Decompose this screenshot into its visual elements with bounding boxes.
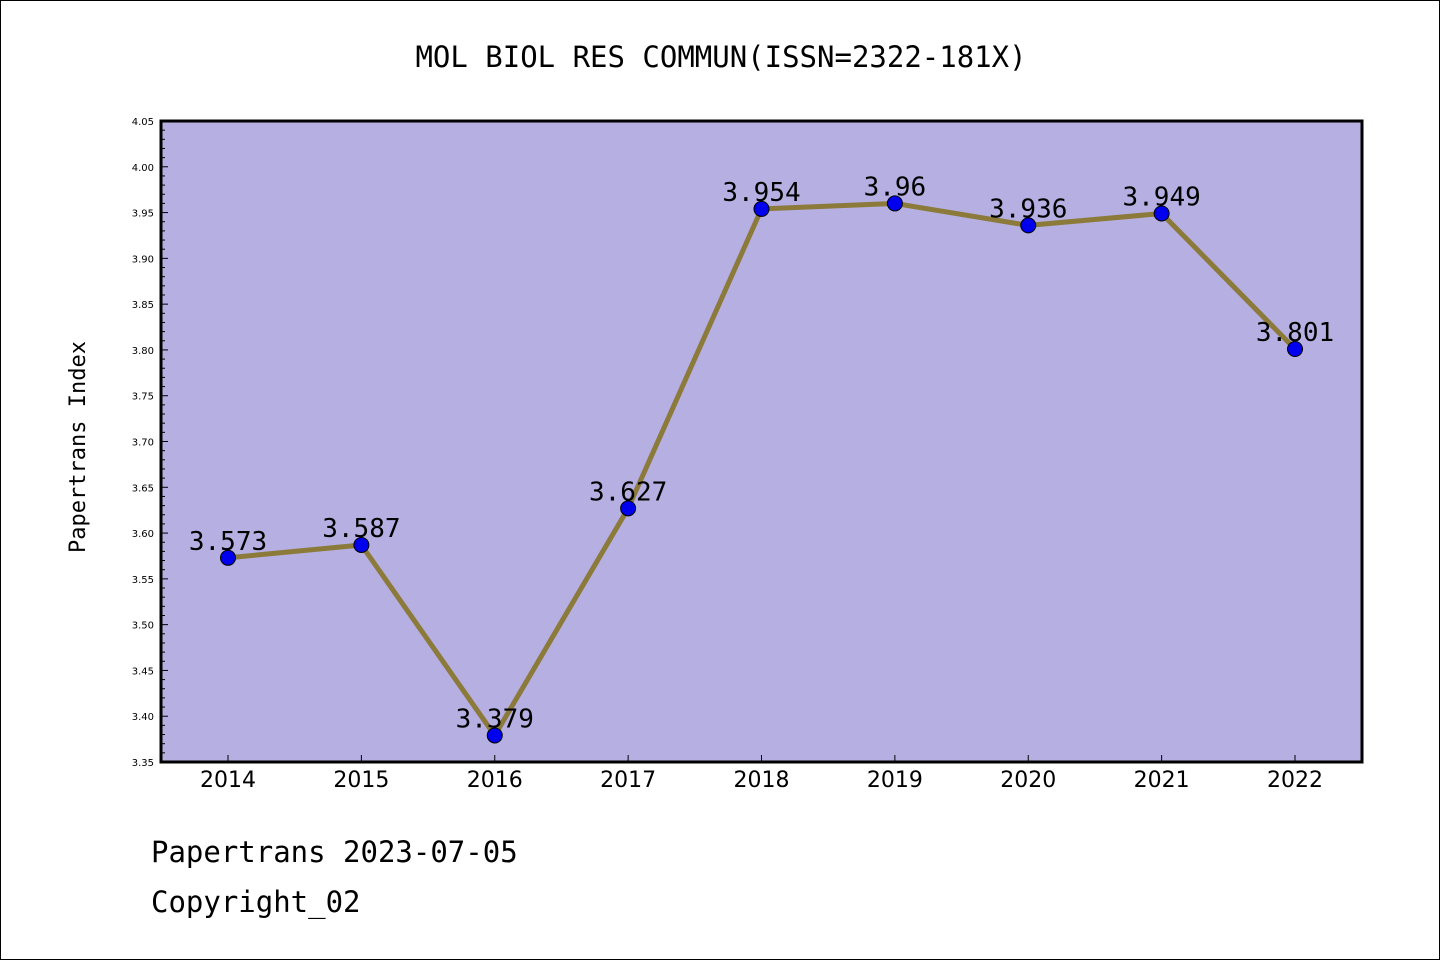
y-tick-label: 3.55 (132, 575, 154, 586)
y-tick-label: 4.05 (132, 117, 154, 128)
data-point (1153, 205, 1170, 222)
chart-title: MOL BIOL RES COMMUN(ISSN=2322-181X) (415, 40, 1026, 74)
y-tick-label: 3.45 (132, 666, 154, 677)
footer-copyright: Copyright_02 (151, 885, 361, 919)
y-tick-label: 3.75 (132, 392, 154, 403)
x-tick-label: 2014 (200, 768, 256, 793)
y-axis-label: Papertrans Index (66, 341, 91, 553)
x-tick-label: 2018 (734, 768, 790, 793)
data-points (220, 195, 1303, 744)
x-tick-label: 2016 (467, 768, 523, 793)
data-label: 3.936 (989, 194, 1067, 224)
data-label: 3.573 (189, 527, 267, 557)
data-point (353, 536, 370, 553)
x-tick-label: 2019 (867, 768, 923, 793)
x-tick-label: 2015 (333, 768, 389, 793)
y-tick-label: 3.90 (132, 254, 154, 265)
y-tick-label: 3.35 (132, 758, 154, 769)
data-point (620, 500, 637, 517)
data-label: 3.949 (1122, 182, 1200, 212)
y-tick-label: 3.40 (132, 712, 154, 723)
plot-border (159, 119, 1364, 764)
y-tick-label: 3.60 (132, 529, 154, 540)
data-point (1020, 217, 1037, 234)
x-tick-label: 2022 (1267, 768, 1323, 793)
y-tick-label: 3.50 (132, 621, 154, 632)
data-label: 3.627 (589, 477, 667, 507)
y-tick-label: 3.65 (132, 483, 154, 494)
x-tick-label: 2017 (600, 768, 656, 793)
data-labels: 3.573 3.587 3.379 3.627 3.954 3.96 3.936 3.949 3… (189, 172, 1334, 734)
data-point (886, 195, 903, 212)
data-point (1287, 341, 1303, 358)
y-tick-label: 3.85 (132, 300, 154, 311)
data-label: 3.379 (456, 704, 534, 734)
y-tick-label: 3.70 (132, 438, 154, 449)
x-tick-label: 2020 (1000, 768, 1056, 793)
data-label: 3.96 (864, 172, 927, 202)
data-label: 3.587 (322, 514, 400, 544)
y-tick-label: 3.95 (132, 209, 154, 220)
x-tick-label: 2021 (1134, 768, 1190, 793)
data-point (486, 727, 503, 744)
y-tick-label: 4.00 (132, 163, 154, 174)
footer-date: Papertrans 2023-07-05 (151, 835, 518, 869)
data-label: 3.954 (722, 178, 800, 208)
x-axis: 2014 2015 2016 2017 2018 2019 2020 2021 2022 (200, 755, 1323, 793)
data-point (753, 200, 770, 217)
plot-area (161, 121, 1362, 762)
data-point (220, 549, 236, 566)
data-label: 3.801 (1256, 318, 1334, 348)
y-tick-label: 3.80 (132, 346, 154, 357)
